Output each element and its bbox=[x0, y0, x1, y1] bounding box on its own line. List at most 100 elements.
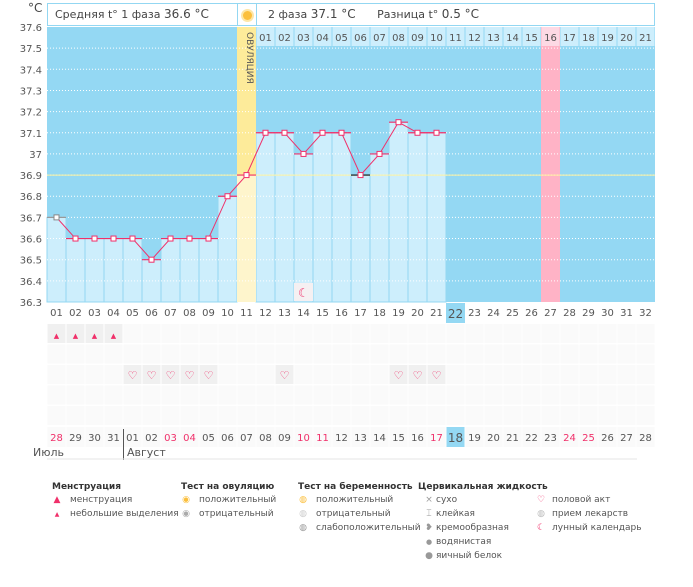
date-label: 19 bbox=[468, 433, 481, 444]
y-tick-label: 37.2 bbox=[20, 108, 42, 119]
symptom-cell bbox=[85, 385, 104, 405]
symptom-cell bbox=[85, 324, 104, 343]
legend-pregnancy-title: Тест на беременность bbox=[298, 482, 413, 492]
symptom-cell bbox=[522, 385, 541, 405]
symptom-cell bbox=[256, 344, 275, 364]
temperature-bar bbox=[65, 238, 86, 303]
cycle-day-label: 10 bbox=[221, 308, 234, 319]
legend-label: клейкая bbox=[436, 509, 475, 519]
symptom-cell bbox=[370, 385, 389, 405]
date-cell bbox=[66, 427, 85, 447]
symptom-cell bbox=[294, 385, 313, 405]
symptom-cell bbox=[313, 324, 332, 343]
legend-ovulation-positive: ◉ положительный bbox=[179, 495, 276, 505]
symptom-cell bbox=[484, 344, 503, 364]
date-label: 26 bbox=[601, 433, 614, 444]
phase2-day-label: 18 bbox=[582, 33, 595, 44]
phase2-day-cell bbox=[636, 27, 655, 46]
cycle-day-label: 09 bbox=[202, 308, 215, 319]
symptom-cell bbox=[617, 344, 636, 364]
heart-icon: ♡ bbox=[166, 369, 176, 382]
date-label: 21 bbox=[506, 433, 519, 444]
heart-icon: ♡ bbox=[280, 369, 290, 382]
symptom-cell bbox=[370, 365, 389, 384]
symptom-cell bbox=[427, 406, 446, 425]
date-label: 28 bbox=[639, 433, 652, 444]
legend-pregnancy-negative: ◍ отрицательный bbox=[296, 509, 391, 519]
date-cell bbox=[256, 427, 275, 447]
y-tick-label: 37.3 bbox=[20, 86, 42, 97]
drop-icon: ▲ bbox=[54, 332, 60, 340]
cycle-day-label: 07 bbox=[164, 308, 177, 319]
symptom-cell bbox=[370, 324, 389, 343]
cycle-day-label: 06 bbox=[145, 308, 158, 319]
temperature-point bbox=[205, 235, 212, 242]
phase2-day-cell bbox=[446, 27, 465, 46]
symptom-cell bbox=[465, 365, 484, 384]
symptom-cell bbox=[617, 324, 636, 343]
symptom-cell bbox=[598, 365, 617, 384]
symptom-cell bbox=[503, 385, 522, 405]
phase2-day-label: 13 bbox=[487, 33, 500, 44]
symptom-cell bbox=[256, 385, 275, 405]
phase2-day-cell bbox=[503, 27, 522, 46]
cycle-day-label: 03 bbox=[88, 308, 101, 319]
symptom-cell bbox=[541, 385, 560, 405]
legend-pregnancy-weak: ◍ слабоположительный bbox=[296, 523, 421, 533]
symptom-cell bbox=[503, 365, 522, 384]
symptom-cell bbox=[332, 406, 351, 425]
symptom-cell bbox=[579, 385, 598, 405]
cycle-day-label: 28 bbox=[563, 308, 576, 319]
date-cell bbox=[446, 427, 465, 447]
symptom-cell bbox=[142, 385, 161, 405]
date-label: 30 bbox=[88, 433, 101, 444]
drop-icon: ▲ bbox=[111, 332, 117, 340]
symptom-cell bbox=[598, 385, 617, 405]
date-label: 20 bbox=[487, 433, 500, 444]
symptom-cell bbox=[142, 365, 161, 384]
phase2-day-label: 08 bbox=[392, 33, 405, 44]
legend-label: положительный bbox=[316, 495, 394, 505]
date-label: 14 bbox=[373, 433, 386, 444]
legend-eggwhite: ● яичный белок bbox=[424, 551, 502, 561]
date-cell bbox=[85, 427, 104, 447]
date-label: 13 bbox=[354, 433, 367, 444]
sticky-icon: ⌶ bbox=[426, 509, 432, 519]
temperature-point bbox=[53, 214, 60, 221]
phase2-day-label: 09 bbox=[411, 33, 424, 44]
drop-icon: ▲ bbox=[73, 332, 79, 340]
cycle-day-label: 31 bbox=[620, 308, 633, 319]
symptom-cell bbox=[617, 365, 636, 384]
legend-watery: ● водянистая bbox=[424, 537, 491, 547]
date-cell bbox=[123, 427, 142, 447]
symptom-cell bbox=[180, 406, 199, 425]
pregnancy-negative-icon: ◍ bbox=[299, 509, 307, 519]
heart-icon: ♡ bbox=[204, 369, 214, 382]
symptom-cell bbox=[85, 344, 104, 364]
symptom-cell bbox=[389, 365, 408, 384]
symptom-cell bbox=[199, 365, 218, 384]
phase2-day-label: 01 bbox=[259, 33, 272, 44]
symptom-cell bbox=[275, 385, 294, 405]
legend-label: отрицательный bbox=[199, 509, 274, 519]
symptom-cell bbox=[237, 406, 256, 425]
ovulation-bar bbox=[237, 175, 256, 302]
date-cell bbox=[636, 427, 655, 447]
symptom-cell bbox=[123, 344, 142, 364]
symptom-cell bbox=[541, 365, 560, 384]
symptom-cell bbox=[313, 385, 332, 405]
symptom-cell bbox=[465, 385, 484, 405]
temperature-bar bbox=[198, 238, 219, 303]
symptom-cell bbox=[218, 344, 237, 364]
phase2-day-cell bbox=[370, 27, 389, 46]
y-tick-label: 37.5 bbox=[20, 44, 42, 55]
symptom-cell bbox=[66, 385, 85, 405]
y-tick-label: 36.9 bbox=[20, 171, 42, 182]
y-tick-label: 36.3 bbox=[20, 298, 42, 309]
date-label: 02 bbox=[145, 433, 158, 444]
symptom-cell bbox=[465, 406, 484, 425]
date-label: 31 bbox=[107, 433, 120, 444]
symptom-cell bbox=[66, 324, 85, 343]
phase1-label: Средняя t° 1 фаза bbox=[55, 8, 161, 21]
symptom-cell bbox=[636, 324, 655, 343]
